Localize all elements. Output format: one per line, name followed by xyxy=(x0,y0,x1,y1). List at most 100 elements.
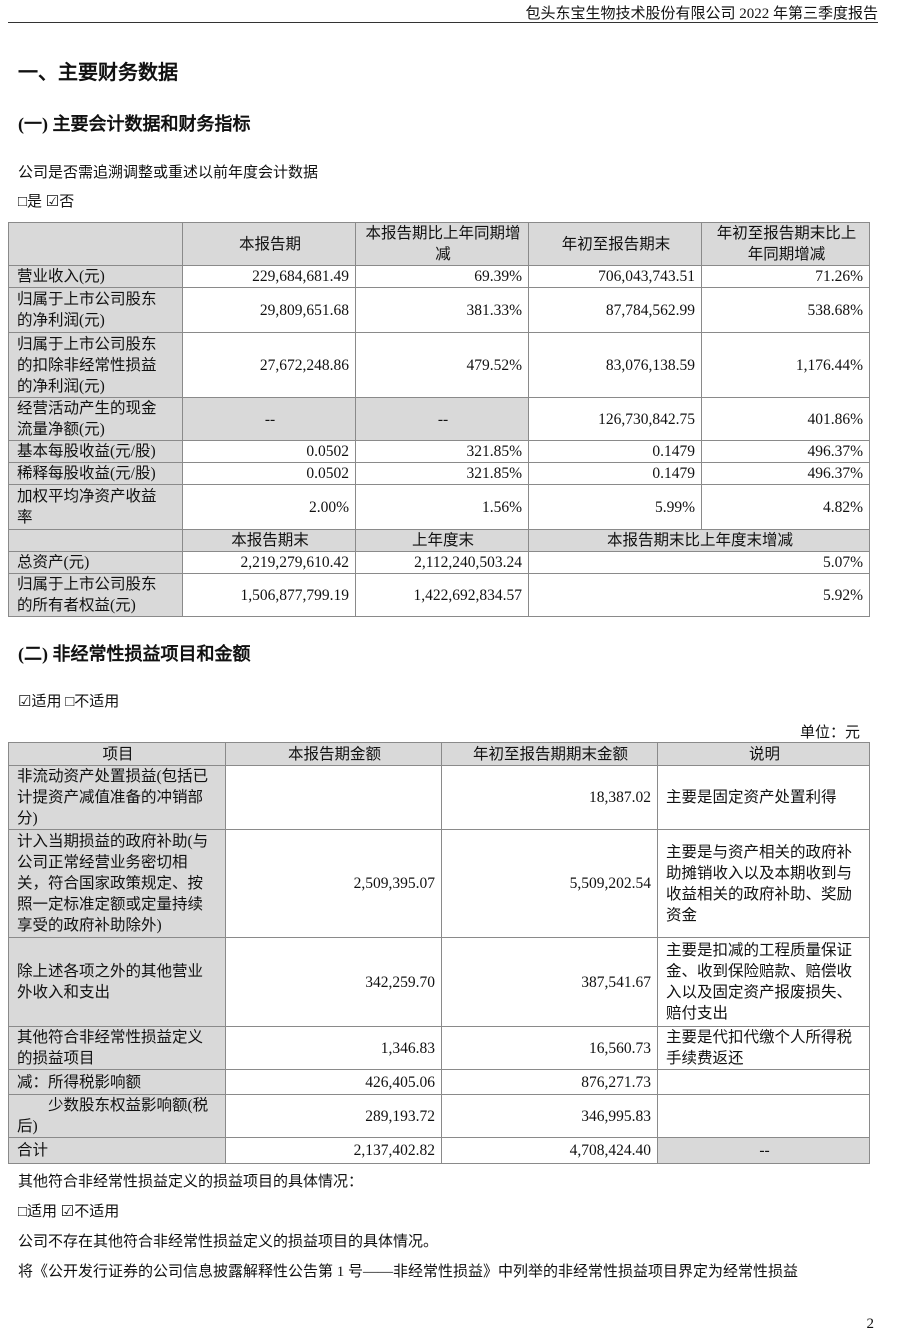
value-cell: 2,219,279,610.42 xyxy=(182,551,356,574)
value-cell: 83,076,138.59 xyxy=(528,332,702,398)
value-cell: 2.00% xyxy=(182,484,356,530)
row-label: 总资产(元) xyxy=(8,551,183,574)
table-row: 总资产(元) 2,219,279,610.42 2,112,240,503.24 5.… xyxy=(8,551,870,574)
description-cell: 主要是扣减的工程质量保证金、收到保险赔款、赔偿收入以及固定资产报废损失、赔付支出 xyxy=(657,937,870,1027)
restatement-options: □是 ☑否 xyxy=(18,194,75,210)
value-cell: 496.37% xyxy=(701,440,870,463)
value-cell: 229,684,681.49 xyxy=(182,265,356,288)
value-cell: 5.99% xyxy=(528,484,702,530)
column-header xyxy=(8,222,183,266)
table-row: 计入当期损益的政府补助(与公司正常经营业务密切相关，符合国家政策规定、按照一定标… xyxy=(8,829,870,938)
unit-label: 单位：元 xyxy=(799,725,860,741)
column-header: 项目 xyxy=(8,742,226,766)
row-label: 归属于上市公司股东的扣除非经常性损益的净利润(元) xyxy=(8,332,183,398)
column-header xyxy=(8,529,183,552)
value-cell: 342,259.70 xyxy=(225,937,442,1027)
column-header: 说明 xyxy=(657,742,870,766)
row-label: 合计 xyxy=(8,1137,226,1164)
row-label: 基本每股收益(元/股) xyxy=(8,440,183,463)
value-cell: 426,405.06 xyxy=(225,1069,442,1095)
value-cell: 126,730,842.75 xyxy=(528,397,702,441)
section-title: 一、主要财务数据 xyxy=(18,62,178,84)
subsection-1-title: (一) 主要会计数据和财务指标 xyxy=(18,114,251,134)
value-cell: 538.68% xyxy=(701,287,870,333)
value-cell: 5.92% xyxy=(528,573,870,617)
value-cell: 87,784,562.99 xyxy=(528,287,702,333)
value-cell: 0.0502 xyxy=(182,440,356,463)
value-cell: 16,560.73 xyxy=(441,1026,658,1070)
value-cell: 289,193.72 xyxy=(225,1094,442,1138)
other-items-statement: 公司不存在其他符合非经常性损益定义的损益项目的具体情况。 xyxy=(18,1234,439,1250)
description-cell xyxy=(657,1069,870,1095)
table-row: 归属于上市公司股东的净利润(元) 29,809,651.68 381.33% 87,7… xyxy=(8,287,870,333)
value-cell: 18,387.02 xyxy=(441,765,658,830)
row-label: 非流动资产处置损益(包括已计提资产减值准备的冲销部分) xyxy=(8,765,226,830)
value-cell: 321.85% xyxy=(355,440,529,463)
table-row: 合计 2,137,402.82 4,708,424.40 -- xyxy=(8,1137,870,1164)
non-recurring-gains-table: 项目 本报告期金额 年初至报告期期末金额 说明非流动资产处置损益(包括已计提资产减值准… xyxy=(8,742,870,1164)
description-cell: 主要是代扣代缴个人所得税手续费返还 xyxy=(657,1026,870,1070)
page-number: 2 xyxy=(866,1316,875,1332)
value-cell: 2,137,402.82 xyxy=(225,1137,442,1164)
table-row: 减：所得税影响额 426,405.06 876,271.73 xyxy=(8,1069,870,1095)
column-header: 上年度末 xyxy=(355,529,529,552)
table-row: 稀释每股收益(元/股) 0.0502 321.85% 0.1479 496.37% xyxy=(8,462,870,485)
value-cell: 401.86% xyxy=(701,397,870,441)
description-cell: 主要是与资产相关的政府补助摊销收入以及本期收到与收益相关的政府补助、奖励资金 xyxy=(657,829,870,938)
value-cell: 479.52% xyxy=(355,332,529,398)
row-label: 除上述各项之外的其他营业外收入和支出 xyxy=(8,937,226,1027)
report-header: 包头东宝生物技术股份有限公司 2022 年第三季度报告 xyxy=(525,6,878,22)
column-header: 年初至报告期末比上年同期增减 xyxy=(701,222,870,266)
column-header: 年初至报告期期末金额 xyxy=(441,742,658,766)
value-cell: 5.07% xyxy=(528,551,870,574)
description-cell xyxy=(657,1094,870,1138)
row-label: 少数股东权益影响额(税后) xyxy=(8,1094,226,1138)
table-row: 加权平均净资产收益率 2.00% 1.56% 5.99% 4.82% xyxy=(8,484,870,530)
value-cell: 0.0502 xyxy=(182,462,356,485)
value-cell: 1.56% xyxy=(355,484,529,530)
value-cell: -- xyxy=(182,397,356,441)
column-header: 本报告期末 xyxy=(182,529,356,552)
value-cell: 1,506,877,799.19 xyxy=(182,573,356,617)
value-cell: 71.26% xyxy=(701,265,870,288)
header-row: 本报告期 本报告期比上年同期增减 年初至报告期末 年初至报告期末比上年同期增减 xyxy=(8,222,870,266)
value-cell: 876,271.73 xyxy=(441,1069,658,1095)
value-cell: 2,509,395.07 xyxy=(225,829,442,938)
column-header: 本报告期比上年同期增减 xyxy=(355,222,529,266)
value-cell: 387,541.67 xyxy=(441,937,658,1027)
row-label: 经营活动产生的现金流量净额(元) xyxy=(8,397,183,441)
table-row: 归属于上市公司股东的所有者权益(元) 1,506,877,799.19 1,422,… xyxy=(8,573,870,617)
value-cell: 0.1479 xyxy=(528,440,702,463)
value-cell: 5,509,202.54 xyxy=(441,829,658,938)
column-header: 本报告期末比上年度末增减 xyxy=(528,529,870,552)
description-cell: -- xyxy=(657,1137,870,1164)
value-cell: -- xyxy=(355,397,529,441)
table-row: 营业收入(元) 229,684,681.49 69.39% 706,043,743.5… xyxy=(8,265,870,288)
column-header: 本报告期 xyxy=(182,222,356,266)
row-label: 计入当期损益的政府补助(与公司正常经营业务密切相关，符合国家政策规定、按照一定标… xyxy=(8,829,226,938)
row-label: 归属于上市公司股东的所有者权益(元) xyxy=(8,573,183,617)
value-cell: 29,809,651.68 xyxy=(182,287,356,333)
value-cell: 321.85% xyxy=(355,462,529,485)
table-row: 经营活动产生的现金流量净额(元) -- -- 126,730,842.75 401.86… xyxy=(8,397,870,441)
classification-note: 将《公开发行证券的公司信息披露解释性公告第 1 号——非经常性损益》中列举的非经… xyxy=(18,1264,799,1280)
value-cell: 1,176.44% xyxy=(701,332,870,398)
row-label: 加权平均净资产收益率 xyxy=(8,484,183,530)
other-items-note: 其他符合非经常性损益定义的损益项目的具体情况： xyxy=(18,1174,364,1190)
value-cell: 346,995.83 xyxy=(441,1094,658,1138)
value-cell xyxy=(225,765,442,830)
table-row: 其他符合非经常性损益定义的损益项目 1,346.83 16,560.73 主要是代扣代… xyxy=(8,1026,870,1070)
other-items-options: □适用 ☑不适用 xyxy=(18,1204,120,1220)
row-label: 稀释每股收益(元/股) xyxy=(8,462,183,485)
description-cell: 主要是固定资产处置利得 xyxy=(657,765,870,830)
column-header: 年初至报告期末 xyxy=(528,222,702,266)
subsection-2-title: (二) 非经常性损益项目和金额 xyxy=(18,644,251,664)
applicability-options: ☑适用 □不适用 xyxy=(18,694,120,710)
row-label: 其他符合非经常性损益定义的损益项目 xyxy=(8,1026,226,1070)
value-cell: 706,043,743.51 xyxy=(528,265,702,288)
subheader-row: 本报告期末 上年度末 本报告期末比上年度末增减 xyxy=(8,529,870,552)
row-label: 减：所得税影响额 xyxy=(8,1069,226,1095)
column-header: 本报告期金额 xyxy=(225,742,442,766)
value-cell: 0.1479 xyxy=(528,462,702,485)
value-cell: 2,112,240,503.24 xyxy=(355,551,529,574)
